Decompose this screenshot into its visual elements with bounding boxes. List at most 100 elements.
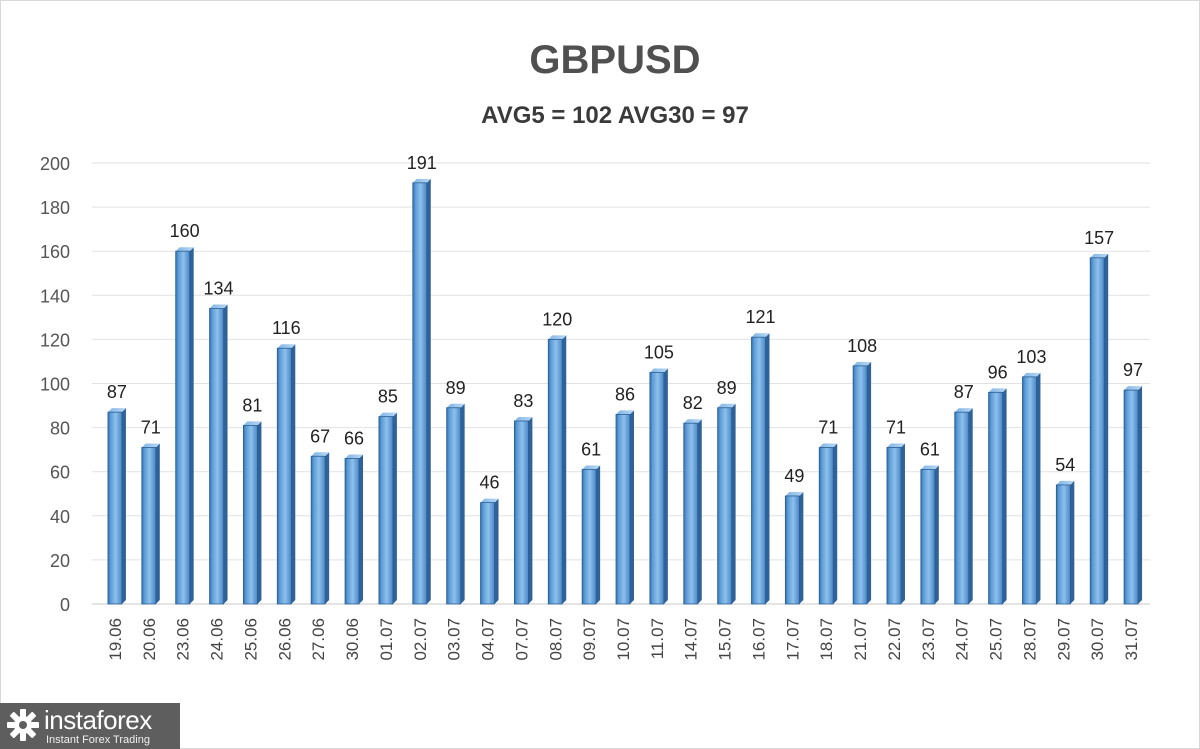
bar-side [765,333,770,604]
bar-face [751,336,766,605]
bar-top [751,333,770,338]
data-label: 61 [920,439,940,459]
x-tick-label: 11.07 [648,618,667,659]
bar-top [107,408,126,413]
bar [581,465,601,605]
data-label: 108 [847,336,877,356]
bar-side [968,408,973,604]
data-label: 160 [170,221,200,241]
bar [1022,372,1041,605]
data-label: 86 [615,384,635,404]
bar-side [189,247,194,604]
bar-top [717,403,736,408]
x-tick-label: 19.06 [106,618,125,661]
bar-face [717,407,733,605]
bar-face [141,447,157,605]
bar-side [900,443,905,604]
bar-face [954,411,970,605]
x-tick-label: 14.07 [682,618,701,661]
y-tick-label: 140 [40,286,70,306]
bar-side [630,410,634,604]
data-label: 96 [988,362,1008,382]
bar-top [886,443,905,448]
bar-face [344,458,360,605]
bar-top [514,416,533,421]
bar-side [867,361,872,604]
data-label: 82 [683,393,703,413]
data-label: 81 [242,395,262,415]
bar [412,178,431,605]
bar-top [920,465,939,470]
bar-face [243,424,258,605]
y-tick-label: 80 [50,419,70,439]
bar-face [107,411,123,605]
y-tick-label: 60 [50,463,70,483]
data-label: 71 [818,417,838,437]
bar-face [649,372,665,605]
bar-top [582,465,601,470]
chart-subtitle: AVG5 = 102 AVG30 = 97 [481,102,749,129]
bar-face [852,365,868,605]
bar-side [1104,253,1109,604]
bar-top [345,454,364,459]
bar-side [934,465,939,604]
bar [513,416,533,605]
bar [310,452,330,605]
bar [717,403,736,605]
bar-face [513,420,529,605]
bar-top [311,452,330,457]
bar [209,304,228,605]
x-tick-label: 31.07 [1122,618,1141,661]
x-tick-label: 26.06 [275,618,294,661]
y-tick-label: 20 [50,551,70,571]
data-label: 71 [141,417,161,437]
instaforex-logo: instaforex Instant Forex Trading [0,703,180,749]
bar-top [548,335,567,340]
x-tick-label: 27.06 [309,618,328,661]
y-tick-label: 180 [40,198,70,218]
bar-side [359,454,364,604]
y-axis-ticks: 0 20 40 60 80 100 120 140 160 180 200 [40,154,70,615]
bar-top [988,388,1007,393]
bar [886,443,905,605]
bar-top [1124,386,1143,391]
bar-side [155,443,160,604]
bar-top [480,498,499,503]
bar-side [799,491,804,604]
data-label: 134 [204,279,234,299]
bar-side [833,443,838,604]
x-tick-label: 04.07 [479,618,498,661]
x-tick-label: 02.07 [411,618,430,661]
bar [920,465,939,605]
bar-side [528,416,533,604]
bar [1089,253,1109,605]
bar [988,388,1007,605]
x-tick-label: 16.07 [749,618,768,661]
bar-top [1056,480,1075,485]
bar-side [392,412,397,604]
x-tick-label: 30.07 [1088,618,1107,661]
bar-face [1089,257,1105,605]
x-tick-label: 25.07 [987,618,1006,661]
x-tick-label: 23.07 [919,618,938,661]
x-tick-label: 09.07 [580,618,599,661]
gear-icon [7,709,39,741]
x-tick-label: 23.06 [174,618,193,661]
bar-face [1022,376,1037,605]
bar-top [412,178,431,183]
bar-top [649,368,668,373]
data-label: 157 [1084,228,1114,248]
bar-side [223,304,228,604]
logo-tagline: Instant Forex Trading [46,734,150,746]
data-label: 66 [344,428,364,448]
x-tick-label: 20.06 [140,618,159,661]
data-label: 67 [310,426,330,446]
bar-side [697,419,702,604]
bar-face [209,308,224,605]
bar-side [663,368,668,604]
bar-side [731,403,736,604]
bar [615,410,634,605]
x-tick-label: 21.07 [851,618,870,661]
bar-side [1138,386,1143,604]
